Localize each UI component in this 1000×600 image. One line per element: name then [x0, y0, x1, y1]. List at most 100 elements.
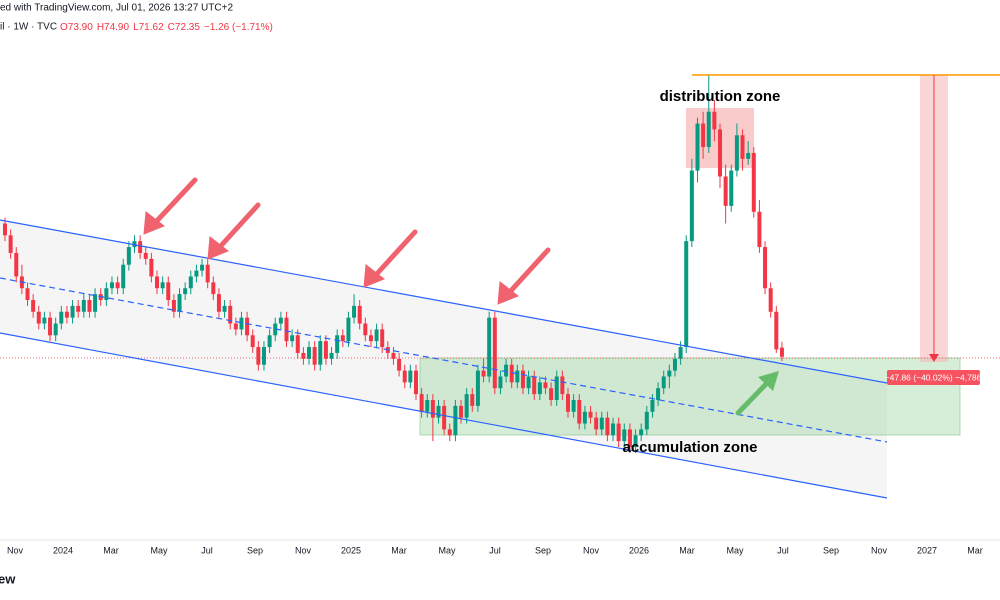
candle-body — [261, 347, 266, 365]
candle-body — [537, 382, 542, 395]
candle-body — [222, 305, 227, 312]
candle-body — [380, 329, 385, 348]
candle-body — [357, 305, 362, 324]
candle-body — [571, 400, 576, 412]
candle-body — [318, 341, 323, 365]
candle-body — [605, 417, 610, 436]
measure-label: −47.86 (−40.02%) −4,786 — [885, 372, 982, 382]
candle-body — [768, 288, 773, 312]
candle-body — [295, 335, 300, 353]
candle-body — [239, 317, 244, 330]
candle-body — [329, 352, 334, 359]
x-tick-label: 2024 — [53, 545, 73, 555]
x-tick-label: 2027 — [917, 545, 937, 555]
candle-body — [464, 394, 469, 418]
candle-body — [42, 317, 47, 324]
x-tick-label: Nov — [295, 545, 312, 555]
candle-body — [481, 370, 486, 377]
candle-body — [216, 294, 221, 312]
candle-body — [723, 176, 728, 206]
channel-fill — [0, 220, 887, 498]
candle-body — [594, 417, 599, 430]
arrowhead — [363, 264, 385, 288]
x-tick-label: Nov — [583, 545, 600, 555]
candle-body — [284, 317, 289, 342]
candle-body — [374, 329, 379, 342]
x-tick-label: May — [150, 545, 168, 555]
candle-body — [149, 258, 154, 277]
arrow — [215, 202, 261, 252]
candle-body — [718, 129, 723, 177]
candle-body — [70, 305, 75, 318]
x-axis: Nov 2024 Mar May Jul Sep Nov 2025 Mar May Jul Sep No… — [7, 545, 983, 555]
candle-body — [487, 317, 492, 377]
candle-body — [611, 423, 616, 436]
candle-body — [81, 300, 86, 312]
candle-body — [470, 394, 475, 406]
x-tick-label: 2025 — [341, 545, 361, 555]
candle-body — [290, 335, 295, 342]
candle-body — [667, 370, 672, 377]
candle-body — [751, 152, 756, 212]
candle-body — [352, 305, 357, 318]
candle-body — [363, 323, 368, 336]
candle-body — [166, 282, 171, 300]
candle-body — [656, 388, 661, 400]
candle-body — [346, 317, 351, 342]
x-tick-label: Jul — [777, 545, 789, 555]
candle-body — [143, 252, 148, 259]
candle-body — [335, 335, 340, 353]
candle-body — [177, 294, 182, 312]
candle-body — [689, 170, 694, 242]
candle-body — [639, 429, 644, 436]
candle-body — [684, 241, 689, 348]
measure-label-bg — [887, 370, 980, 385]
candle-body — [413, 370, 418, 395]
candle-body — [278, 317, 283, 324]
ohlc-value: O73.90 — [60, 22, 93, 33]
candle-body — [492, 317, 497, 389]
candle-body — [59, 311, 64, 324]
candle-body — [515, 370, 520, 383]
candle-body — [245, 317, 250, 336]
candle-body — [267, 335, 272, 348]
candle-body — [408, 370, 413, 383]
candle-body — [436, 405, 441, 418]
x-tick-label: Mar — [967, 545, 983, 555]
x-tick-label: Mar — [103, 545, 119, 555]
arrow — [505, 247, 551, 297]
candle-body — [8, 235, 13, 253]
candle-body — [87, 300, 92, 312]
candle-body — [779, 347, 784, 357]
candle-body — [633, 435, 638, 448]
candle-body — [622, 429, 627, 442]
x-tick-label: May — [438, 545, 456, 555]
candle-body — [273, 323, 278, 336]
arrowhead — [497, 281, 519, 305]
arrowhead — [143, 211, 165, 235]
candle-body — [109, 282, 114, 289]
candle-body — [155, 276, 160, 289]
candle-body — [430, 400, 435, 418]
candle-body — [453, 405, 458, 436]
background-layer — [0, 75, 1000, 541]
measure-arrowhead — [929, 354, 939, 362]
candle-body — [233, 323, 238, 330]
candle-body — [368, 335, 373, 342]
candle-body — [391, 352, 396, 359]
candle-body — [746, 152, 751, 159]
candle-body — [183, 288, 188, 295]
distribution-label: distribution zone — [660, 88, 781, 105]
candle-body — [200, 264, 205, 271]
candle-body — [706, 111, 711, 148]
channel-upper — [0, 219, 888, 384]
accumulation-label: accumulation zone — [622, 439, 757, 456]
candle-body — [397, 358, 402, 371]
arrow — [371, 229, 418, 280]
candle-body — [64, 311, 69, 318]
candle-body — [138, 241, 143, 253]
x-tick-label: Sep — [247, 545, 263, 555]
change-value: −1.26 (−1.71%) — [204, 22, 273, 33]
